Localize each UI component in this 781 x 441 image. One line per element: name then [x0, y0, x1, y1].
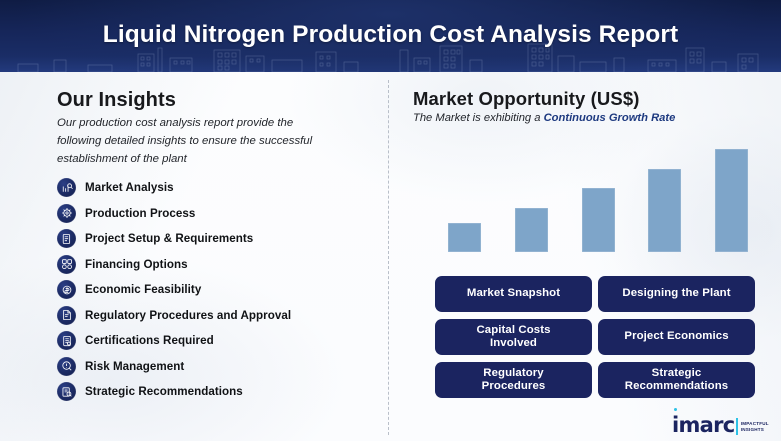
list-item-label: Economic Feasibility — [85, 283, 202, 297]
city-skyline-graphic — [17, 43, 759, 72]
list-item-label: Project Setup & Requirements — [85, 232, 254, 246]
button-designing-the-plant[interactable]: Designing the Plant — [598, 276, 755, 312]
list-item[interactable]: Economic Feasibility — [57, 277, 377, 303]
market-opportunity-subtitle: The Market is exhibiting a Continuous Gr… — [413, 112, 675, 124]
page-title: Liquid Nitrogen Production Cost Analysis… — [102, 21, 679, 48]
chart-bar — [515, 208, 548, 252]
list-item[interactable]: Strategic Recommendations — [57, 379, 377, 405]
market-growth-bar-chart — [448, 140, 748, 252]
chart-bar — [448, 223, 481, 252]
button-strategic-recommendations[interactable]: Strategic Recommendations — [598, 362, 755, 398]
insights-panel: Our Insights Our production cost analysi… — [0, 72, 388, 441]
list-item[interactable]: Risk Management — [57, 354, 377, 380]
market-opportunity-heading: Market Opportunity (US$) — [413, 88, 640, 109]
logo-dot-icon — [674, 408, 678, 412]
header-banner: Liquid Nitrogen Production Cost Analysis… — [0, 0, 781, 72]
list-item-label: Strategic Recommendations — [85, 385, 243, 399]
strategic-recommendations-icon — [57, 382, 76, 402]
production-process-icon — [57, 203, 76, 223]
button-capital-costs-involved[interactable]: Capital Costs Involved — [435, 319, 592, 355]
button-regulatory-procedures[interactable]: Regulatory Procedures — [435, 362, 592, 398]
button-project-economics[interactable]: Project Economics — [598, 319, 755, 355]
list-item-label: Financing Options — [85, 257, 188, 271]
list-item[interactable]: Market Analysis — [57, 175, 377, 201]
risk-management-icon — [57, 356, 76, 376]
regulatory-procedures-icon — [57, 305, 76, 325]
logo-accent-bar — [735, 418, 738, 435]
panel-divider — [388, 80, 389, 435]
certifications-icon — [57, 331, 76, 351]
list-item[interactable]: Certifications Required — [57, 328, 377, 354]
topic-button-grid: Market Snapshot Designing the Plant Capi… — [435, 276, 755, 398]
list-item[interactable]: Regulatory Procedures and Approval — [57, 303, 377, 329]
list-item[interactable]: Project Setup & Requirements — [57, 226, 377, 252]
list-item-label: Market Analysis — [85, 181, 174, 195]
subtitle-lead: The Market is exhibiting a — [413, 112, 544, 124]
insights-heading: Our Insights — [57, 89, 176, 111]
economic-feasibility-icon — [57, 280, 76, 300]
list-item[interactable]: Production Process — [57, 201, 377, 227]
insights-description: Our production cost analysis report prov… — [57, 117, 313, 165]
list-item[interactable]: Financing Options — [57, 252, 377, 278]
financing-options-icon — [57, 254, 76, 274]
list-item-label: Regulatory Procedures and Approval — [85, 308, 292, 322]
logo-tagline-line1: Impactful — [740, 421, 769, 426]
logo-tagline: Impactful Insights — [741, 421, 769, 433]
imarc-logo[interactable]: imarc Impactful Insights — [672, 408, 772, 436]
chart-bar — [715, 149, 748, 252]
list-item-label: Certifications Required — [85, 334, 214, 348]
list-item-label: Production Process — [85, 206, 196, 220]
chart-bar — [582, 188, 615, 252]
chart-bar — [648, 169, 681, 252]
project-setup-icon — [57, 229, 76, 249]
market-opportunity-panel: Market Opportunity (US$) The Market is e… — [388, 72, 781, 441]
market-analysis-icon — [57, 178, 76, 198]
logo-tagline-line2: Insights — [740, 427, 765, 432]
subtitle-accent: Continuous Growth Rate — [543, 112, 676, 124]
insights-list: Market Analysis Production Process Proje… — [57, 175, 377, 405]
button-market-snapshot[interactable]: Market Snapshot — [435, 276, 592, 312]
list-item-label: Risk Management — [85, 359, 185, 373]
logo-wordmark: imarc — [672, 408, 735, 436]
